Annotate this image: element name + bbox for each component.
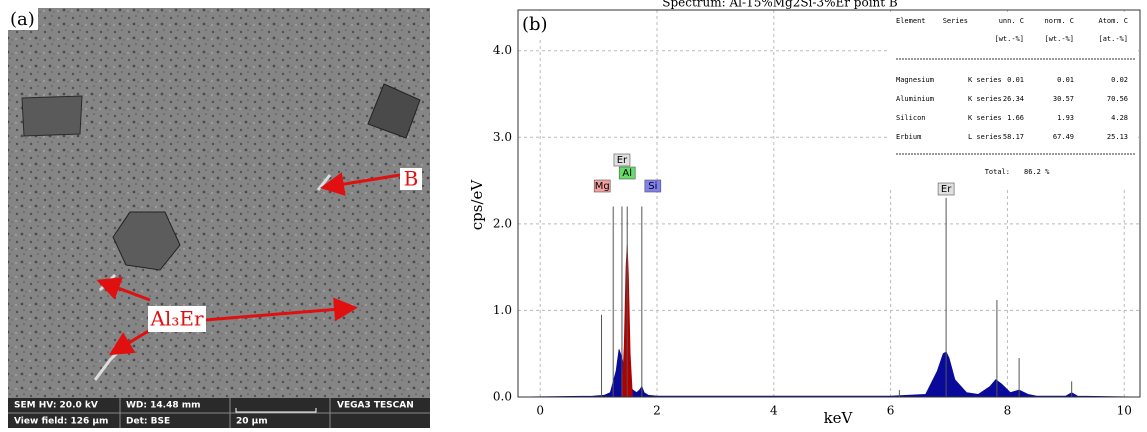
peak-label: Al <box>622 168 632 179</box>
x-tick-label: 4 <box>770 404 778 418</box>
info-text: View field: 126 μm <box>14 417 108 427</box>
info-text: WD: 14.48 mm <box>126 401 201 411</box>
table-cell: 0.02 <box>1111 76 1128 84</box>
table-cell: 26.34 <box>1003 95 1024 103</box>
spectrum-area <box>518 349 1140 397</box>
table-header: Element <box>896 17 926 25</box>
table-cell: 1.66 <box>1007 114 1024 122</box>
table-cell: 0.01 <box>1057 76 1074 84</box>
point-label: B <box>404 167 419 191</box>
x-tick-label: 8 <box>1004 404 1012 418</box>
table-header: Series <box>943 17 968 25</box>
peak-label: Er <box>941 184 952 195</box>
y-tick-label: 1.0 <box>493 303 512 317</box>
sem-image <box>8 8 430 398</box>
panel-label: (a) <box>10 9 35 30</box>
x-axis-label: keV <box>824 409 854 427</box>
peak-label: Mg <box>595 181 610 192</box>
table-cell: Silicon <box>896 114 926 122</box>
table-cell: 70.56 <box>1107 95 1128 103</box>
table-cell: 58.17 <box>1003 133 1024 141</box>
table-cell: K series <box>968 76 1002 84</box>
info-text: Det: BSE <box>126 417 170 427</box>
table-cell: Erbium <box>896 133 921 141</box>
table-cell: 30.57 <box>1053 95 1074 103</box>
phase-label: Al₃Er <box>149 307 203 331</box>
info-text: 20 μm <box>236 417 268 427</box>
table-cell: K series <box>968 114 1002 122</box>
y-tick-label: 0.0 <box>493 390 512 404</box>
table-cell: 4.28 <box>1111 114 1128 122</box>
y-tick-label: 2.0 <box>493 216 512 230</box>
table-header: Atom. C <box>1098 17 1128 25</box>
peak-label: Si <box>648 181 657 192</box>
info-text: SEM HV: 20.0 kV <box>14 401 98 411</box>
results-table: Element Series unn. C norm. C Atom. C [wt.-%]… <box>890 12 1138 188</box>
page: { "panel_a": { "label": "(a)", "point_la… <box>0 0 1147 428</box>
table-cell: L series <box>968 133 1002 141</box>
table-cell: Aluminium <box>896 95 934 103</box>
y-axis-label: cps/eV <box>468 179 486 231</box>
table-unit: [at.-%] <box>1098 35 1128 43</box>
table-cell: Magnesium <box>896 76 934 84</box>
panel-label: (b) <box>522 14 548 35</box>
table-unit: [wt.-%] <box>1044 35 1074 43</box>
table-cell: 0.01 <box>1007 76 1024 84</box>
table-cell: 1.93 <box>1057 114 1074 122</box>
y-tick-label: 4.0 <box>493 43 512 57</box>
table-cell: K series <box>968 95 1002 103</box>
figure: (a) B Al₃Er SEM HV: 20.0 kV WD: 14.48 mm… <box>0 0 1147 428</box>
x-tick-label: 2 <box>653 404 661 418</box>
y-tick-label: 3.0 <box>493 130 512 144</box>
info-text: VEGA3 TESCAN <box>337 401 414 411</box>
table-unit: [wt.-%] <box>994 35 1024 43</box>
table-cell: 25.13 <box>1107 133 1128 141</box>
table-cell: 67.49 <box>1053 133 1074 141</box>
table-header: unn. C <box>999 17 1024 25</box>
table-header: norm. C <box>1044 17 1074 25</box>
table-total-label: Total: <box>985 168 1010 176</box>
x-tick-label: 10 <box>1117 404 1132 418</box>
chart-title: Spectrum: Al-15%Mg2Si-3%Er point B <box>662 0 898 10</box>
peak-label: Er <box>617 155 628 166</box>
table-total-value: 86.2 % <box>1024 168 1050 176</box>
x-tick-label: 6 <box>887 404 895 418</box>
x-tick-label: 0 <box>536 404 544 418</box>
